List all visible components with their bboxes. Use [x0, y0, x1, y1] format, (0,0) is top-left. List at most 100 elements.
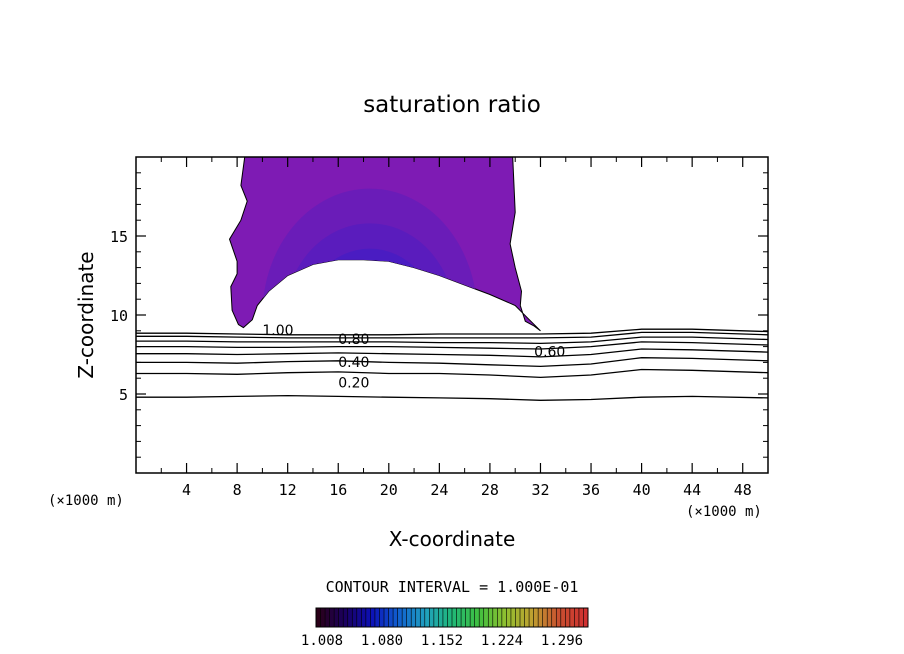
colorbar-cell-17	[393, 608, 399, 627]
x-tick-label-4: 20	[380, 481, 398, 499]
colorbar-cell-3	[329, 608, 335, 627]
colorbar-tick-label-2: 1.152	[421, 633, 463, 649]
colorbar-cell-31	[456, 608, 462, 627]
colorbar-cell-39	[492, 608, 498, 627]
colorbar-cell-19	[402, 608, 408, 627]
colorbar-cell-58	[578, 608, 584, 627]
colorbar-cell-45	[520, 608, 526, 627]
x-tick-label-6: 28	[481, 481, 499, 499]
colorbar-cell-43	[510, 608, 516, 627]
colorbar: 1.008 1.080 1.152 1.224 1.296	[301, 607, 589, 649]
contour-line-1	[136, 368, 769, 379]
colorbar-cell-33	[465, 608, 471, 627]
colorbar-cell-53	[556, 608, 562, 627]
x-tick-label-0: 4	[182, 481, 191, 499]
colorbar-cell-56	[569, 608, 575, 627]
contour-line-5	[136, 336, 769, 345]
y-tick-label-1: 10	[110, 307, 128, 325]
x-tick-label-3: 16	[329, 481, 347, 499]
contour-line-0	[136, 394, 769, 401]
colorbar-cell-6	[343, 608, 349, 627]
contour-line-3	[136, 348, 769, 358]
x-unit-label-right: (×1000 m)	[686, 504, 762, 520]
colorbar-cell-47	[529, 608, 535, 627]
colorbar-cell-34	[470, 608, 476, 627]
x-tick-label-7: 32	[531, 481, 549, 499]
colorbar-cell-42	[506, 608, 512, 627]
colorbar-cell-49	[538, 608, 544, 627]
contour-line-4	[136, 341, 769, 350]
contour-interval-label: CONTOUR INTERVAL = 1.000E-01	[326, 578, 579, 596]
colorbar-tick-label-4: 1.296	[541, 633, 583, 649]
y-tick-label-2: 15	[110, 228, 128, 246]
chart-title: saturation ratio	[363, 92, 541, 118]
colorbar-cell-26	[433, 608, 439, 627]
contour-lines: 1.00 0.80 0.40 0.20 0.60	[136, 323, 769, 401]
colorbar-cell-37	[483, 608, 489, 627]
colorbar-cell-20	[406, 608, 412, 627]
colorbar-cell-52	[551, 608, 557, 627]
x-tick-label-10: 44	[683, 481, 701, 499]
contour-label-4: 0.60	[534, 345, 565, 361]
contour-label-1: 0.80	[338, 332, 369, 348]
colorbar-cell-24	[424, 608, 430, 627]
colorbar-cell-11	[365, 608, 371, 627]
y-axis-label: Z-coordinate	[74, 251, 98, 378]
colorbar-cell-41	[501, 608, 507, 627]
colorbar-cell-35	[474, 608, 480, 627]
colorbar-cell-2	[325, 608, 331, 627]
contour-label-3: 0.20	[338, 375, 369, 391]
colorbar-cell-13	[374, 608, 380, 627]
x-tick-label-2: 12	[279, 481, 297, 499]
colorbar-cell-54	[560, 608, 566, 627]
colorbar-cell-18	[397, 608, 403, 627]
colorbar-cell-59	[583, 608, 589, 627]
contour-label-2: 0.40	[338, 355, 369, 371]
colorbar-cell-9	[356, 608, 362, 627]
colorbar-cell-32	[461, 608, 467, 627]
colorbar-cell-48	[533, 608, 539, 627]
colorbar-cell-50	[542, 608, 548, 627]
x-tick-label-8: 36	[582, 481, 600, 499]
colorbar-cell-10	[361, 608, 367, 627]
colorbar-cell-29	[447, 608, 453, 627]
x-ticks: 4 8 12 16 20 24 28 32 36 40 44 48	[160, 157, 752, 499]
colorbar-tick-label-0: 1.008	[301, 633, 343, 649]
x-axis-label: X-coordinate	[389, 527, 516, 551]
plot-area: 1.00 0.80 0.40 0.20 0.60 4 8 12 16 20 24 28 32 36 40 4…	[110, 156, 769, 499]
colorbar-tick-label-3: 1.224	[481, 633, 523, 649]
colorbar-cell-36	[479, 608, 485, 627]
colorbar-cell-40	[497, 608, 503, 627]
colorbar-tick-label-1: 1.080	[361, 633, 403, 649]
contour-label-0: 1.00	[262, 323, 293, 339]
colorbar-cell-14	[379, 608, 385, 627]
colorbar-frame	[315, 607, 589, 628]
colorbar-cell-28	[442, 608, 448, 627]
x-tick-label-9: 40	[633, 481, 651, 499]
y-ticks: 5 10 15	[110, 172, 768, 458]
colorbar-cell-38	[488, 608, 494, 627]
colorbar-cell-25	[429, 608, 435, 627]
colorbar-cell-57	[574, 608, 580, 627]
colorbar-cell-4	[334, 608, 340, 627]
colorbar-cell-46	[524, 608, 530, 627]
contour-line-6	[136, 331, 769, 339]
colorbar-cell-23	[420, 608, 426, 627]
colorbar-cell-0	[316, 608, 322, 627]
contour-line-7	[136, 328, 769, 336]
colorbar-cell-21	[411, 608, 417, 627]
x-tick-label-5: 24	[430, 481, 448, 499]
colorbar-cell-16	[388, 608, 394, 627]
colorbar-cell-22	[415, 608, 421, 627]
colorbar-cell-30	[452, 608, 458, 627]
x-unit-label-left: (×1000 m)	[48, 493, 124, 509]
x-tick-label-11: 48	[734, 481, 752, 499]
colorbar-cell-12	[370, 608, 376, 627]
colorbar-cell-7	[347, 608, 353, 627]
y-tick-label-0: 5	[119, 386, 128, 404]
contour-line-2	[136, 357, 769, 368]
colorbar-cell-51	[547, 608, 553, 627]
colorbar-cell-1	[320, 608, 326, 627]
colorbar-cell-27	[438, 608, 444, 627]
